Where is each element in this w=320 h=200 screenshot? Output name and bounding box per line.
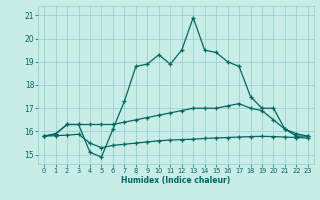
X-axis label: Humidex (Indice chaleur): Humidex (Indice chaleur) bbox=[121, 176, 231, 185]
